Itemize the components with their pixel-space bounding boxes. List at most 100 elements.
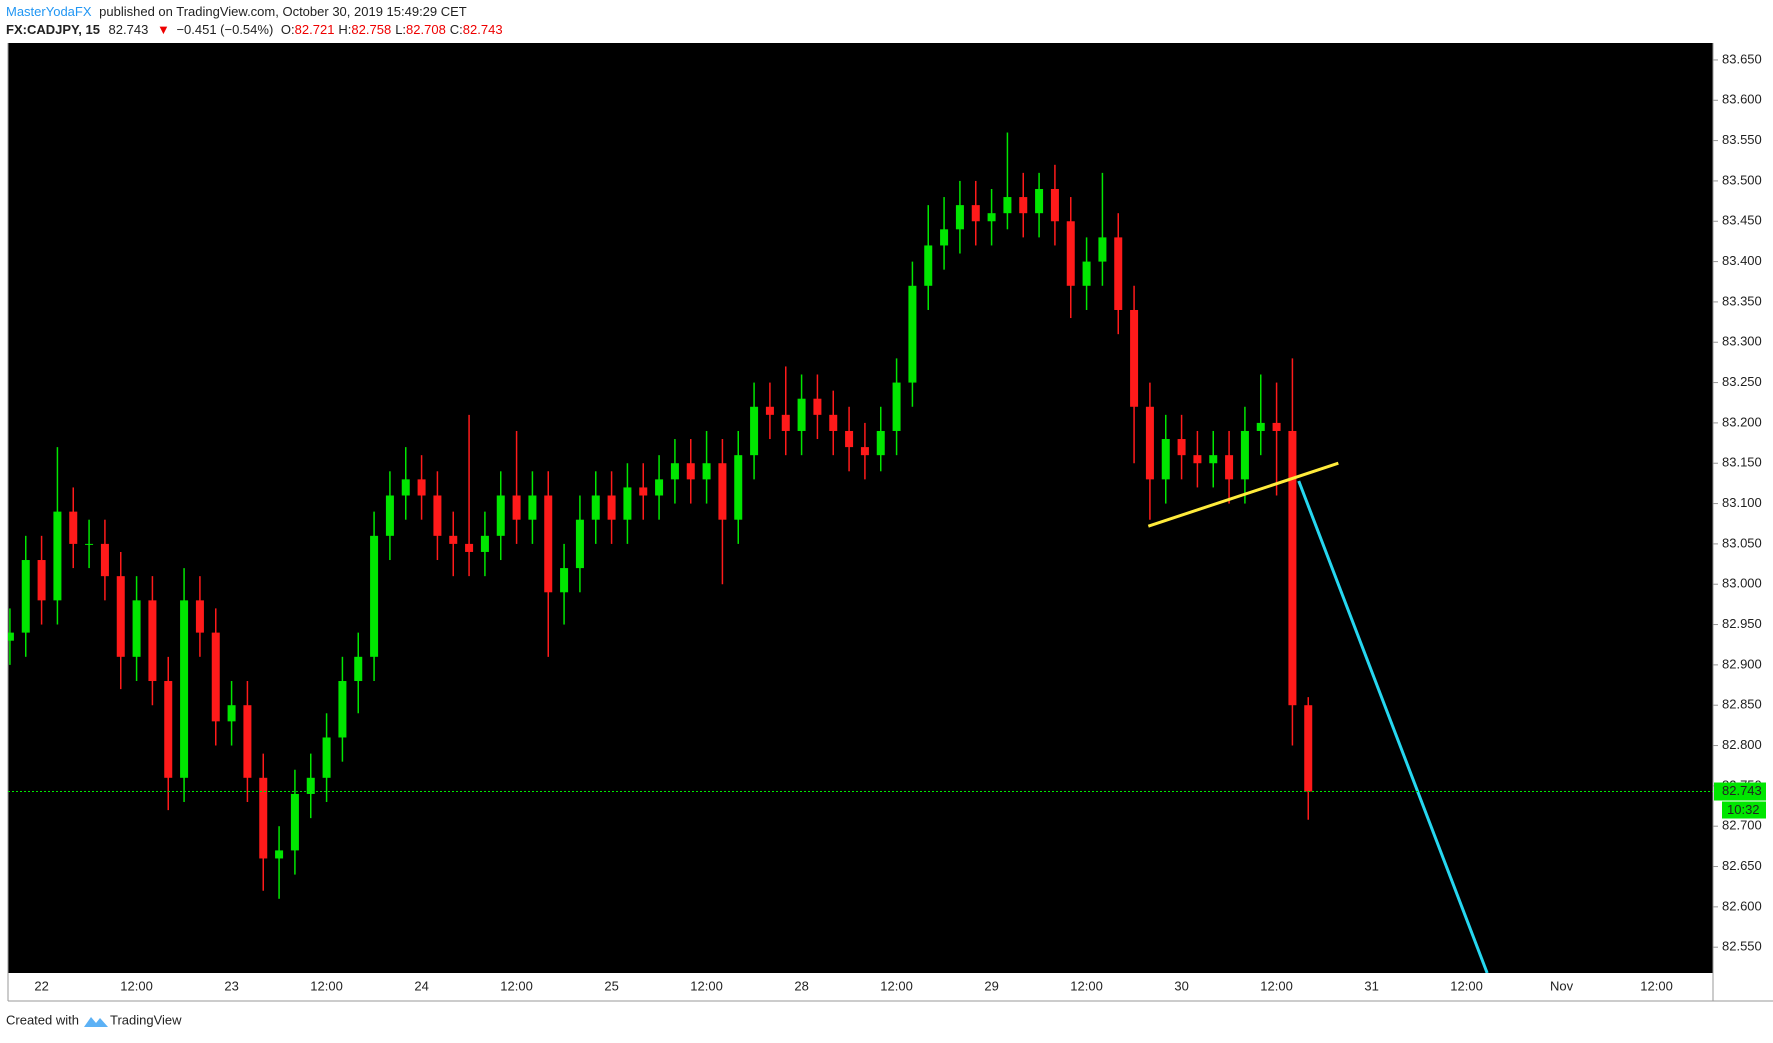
candle-body: [306, 777, 315, 794]
ohlc-label: O:: [281, 22, 295, 37]
ohlc-label: C:: [450, 22, 463, 37]
candle-body: [1225, 455, 1234, 480]
candle-body: [528, 495, 537, 520]
x-tick-label: 12:00: [880, 978, 913, 993]
candle-body: [148, 600, 157, 682]
candle-body: [1161, 439, 1170, 480]
y-tick-label: 83.550: [1722, 132, 1762, 147]
ohlc-value: 82.743: [463, 22, 503, 37]
candle-body: [955, 205, 964, 230]
y-tick-label: 83.400: [1722, 253, 1762, 268]
candle-body: [1003, 197, 1012, 214]
y-tick-label: 83.350: [1722, 293, 1762, 308]
candle-body: [1066, 221, 1075, 286]
candle-body: [100, 543, 109, 577]
footer: Created with TradingView: [6, 1012, 182, 1027]
candle-body: [1304, 705, 1313, 792]
candle-body: [449, 535, 458, 544]
ohlc: O:82.721 H:82.758 L:82.708 C:82.743: [281, 22, 503, 37]
candle-body: [322, 737, 331, 778]
x-tick-label: 12:00: [1450, 978, 1483, 993]
candle-body: [607, 495, 616, 520]
candle-body: [180, 600, 189, 778]
candle-body: [1035, 188, 1044, 214]
ohlc-value: 82.758: [351, 22, 391, 37]
symbol: FX:CADJPY, 15: [6, 22, 100, 37]
candle-body: [370, 535, 379, 657]
candle-body: [21, 560, 30, 633]
trendline: [1147, 461, 1339, 528]
y-tick-label: 82.950: [1722, 616, 1762, 631]
y-tick-label: 83.450: [1722, 213, 1762, 228]
countdown-label: 10:32: [1727, 802, 1760, 817]
y-tick-label: 83.000: [1722, 576, 1762, 591]
change: −0.451 (−0.54%): [176, 22, 273, 37]
candle-body: [85, 543, 94, 545]
header-line: MasterYodaFX published on TradingView.co…: [6, 4, 467, 19]
candle-body: [1240, 430, 1249, 480]
plot-content: [8, 132, 1489, 973]
last-price-box: [1714, 782, 1766, 801]
x-tick-label: 12:00: [1070, 978, 1103, 993]
logo: [84, 1017, 108, 1027]
y-tick-label: 83.300: [1722, 334, 1762, 349]
candle-body: [702, 463, 711, 480]
y-tick-label: 82.650: [1722, 858, 1762, 873]
candle-body: [575, 519, 584, 569]
footer-brand[interactable]: TradingView: [110, 1012, 182, 1027]
x-tick-label: 30: [1174, 978, 1188, 993]
candle-body: [544, 495, 553, 593]
y-tick-label: 83.200: [1722, 414, 1762, 429]
candle-body: [892, 382, 901, 431]
candle-body: [480, 535, 489, 552]
candle-body: [623, 487, 632, 520]
candle-body: [338, 681, 347, 738]
last: 82.743: [109, 22, 149, 37]
y-tick-label: 83.500: [1722, 172, 1762, 187]
publisher[interactable]: MasterYodaFX: [6, 4, 92, 19]
candle-body: [116, 576, 125, 657]
candle-body: [670, 463, 679, 480]
x-tick-label: Nov: [1550, 978, 1574, 993]
candle-body: [797, 398, 806, 431]
candle-body: [1050, 188, 1059, 222]
ohlc-value: 82.721: [295, 22, 335, 37]
countdown-box: [1722, 801, 1766, 819]
candle-body: [987, 213, 996, 222]
candle-body: [132, 600, 141, 657]
candle-body: [259, 777, 268, 859]
candle-body: [227, 705, 236, 722]
candle-body: [1082, 261, 1091, 286]
y-tick-label: 83.050: [1722, 535, 1762, 550]
candle-body: [829, 414, 838, 431]
candle-body: [639, 487, 648, 496]
y-tick-label: 82.600: [1722, 898, 1762, 913]
x-tick-label: 23: [224, 978, 238, 993]
candle-body: [876, 430, 885, 456]
candle-body: [813, 398, 822, 415]
x-tick-label: 28: [794, 978, 808, 993]
change-arrow: ▼: [157, 22, 170, 37]
candle-body: [69, 511, 78, 544]
candle-body: [1256, 422, 1265, 431]
candle-body: [1272, 422, 1281, 431]
last-price-label: 82.743: [1722, 783, 1762, 798]
candle-body: [385, 495, 394, 536]
candle-body: [1019, 197, 1028, 214]
candle-body: [1209, 455, 1218, 464]
y-tick-label: 82.900: [1722, 656, 1762, 671]
candle-body: [53, 511, 62, 601]
x-tick-label: 12:00: [1260, 978, 1293, 993]
y-tick-label: 83.100: [1722, 495, 1762, 510]
candle-body: [718, 463, 727, 520]
y-tick-label: 83.150: [1722, 455, 1762, 470]
candle-body: [465, 543, 474, 552]
y-tick-label: 82.550: [1722, 939, 1762, 954]
candle-body: [8, 632, 14, 641]
candle-body: [37, 560, 46, 601]
candle-body: [940, 229, 949, 246]
candle-body: [1177, 439, 1186, 456]
candle-body: [417, 479, 426, 496]
x-tick-label: 12:00: [690, 978, 723, 993]
